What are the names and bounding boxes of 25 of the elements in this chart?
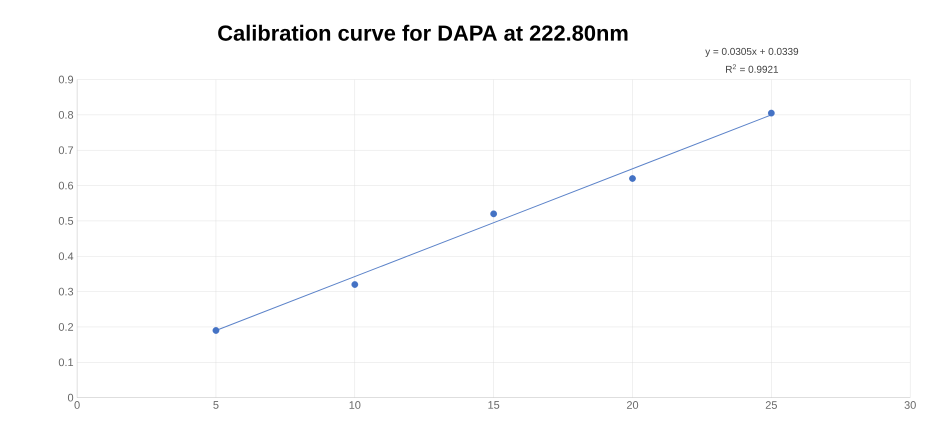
x-tick-label: 20 xyxy=(626,400,638,409)
x-tick-label: 10 xyxy=(350,400,360,409)
x-tick-label: 30 xyxy=(904,400,916,409)
point xyxy=(768,110,775,116)
y-tick-label: 0.6 xyxy=(58,182,74,190)
point xyxy=(490,210,498,218)
point xyxy=(212,326,220,334)
y-tick-label: 0.7 xyxy=(58,146,74,154)
x-tick-label: 5 xyxy=(213,400,219,409)
y-tick-label: 0.8 xyxy=(58,110,74,119)
y-tick-label: 0.2 xyxy=(58,322,74,331)
x-tick-label: 0 xyxy=(74,400,80,409)
y-tick-label: 0.1 xyxy=(58,358,74,366)
y-tick-label: 0.3 xyxy=(58,288,74,296)
y-tick-label: 0 xyxy=(68,394,74,402)
y-tick-label: 0.4 xyxy=(58,252,74,260)
y-tick-label: 0.9 xyxy=(58,75,74,84)
point xyxy=(629,174,636,182)
text: y = 0.0305x + 0.0339 xyxy=(705,48,798,57)
text: R$^{2}$ = 0.9921 xyxy=(726,64,778,73)
x-tick-label: 25 xyxy=(766,400,777,409)
y-tick-label: 0.5 xyxy=(58,216,74,225)
x-tick-label: 15 xyxy=(488,400,500,409)
chart-title: Calibration curve for DAPA at 222.80nm xyxy=(218,24,628,41)
point xyxy=(351,280,358,288)
